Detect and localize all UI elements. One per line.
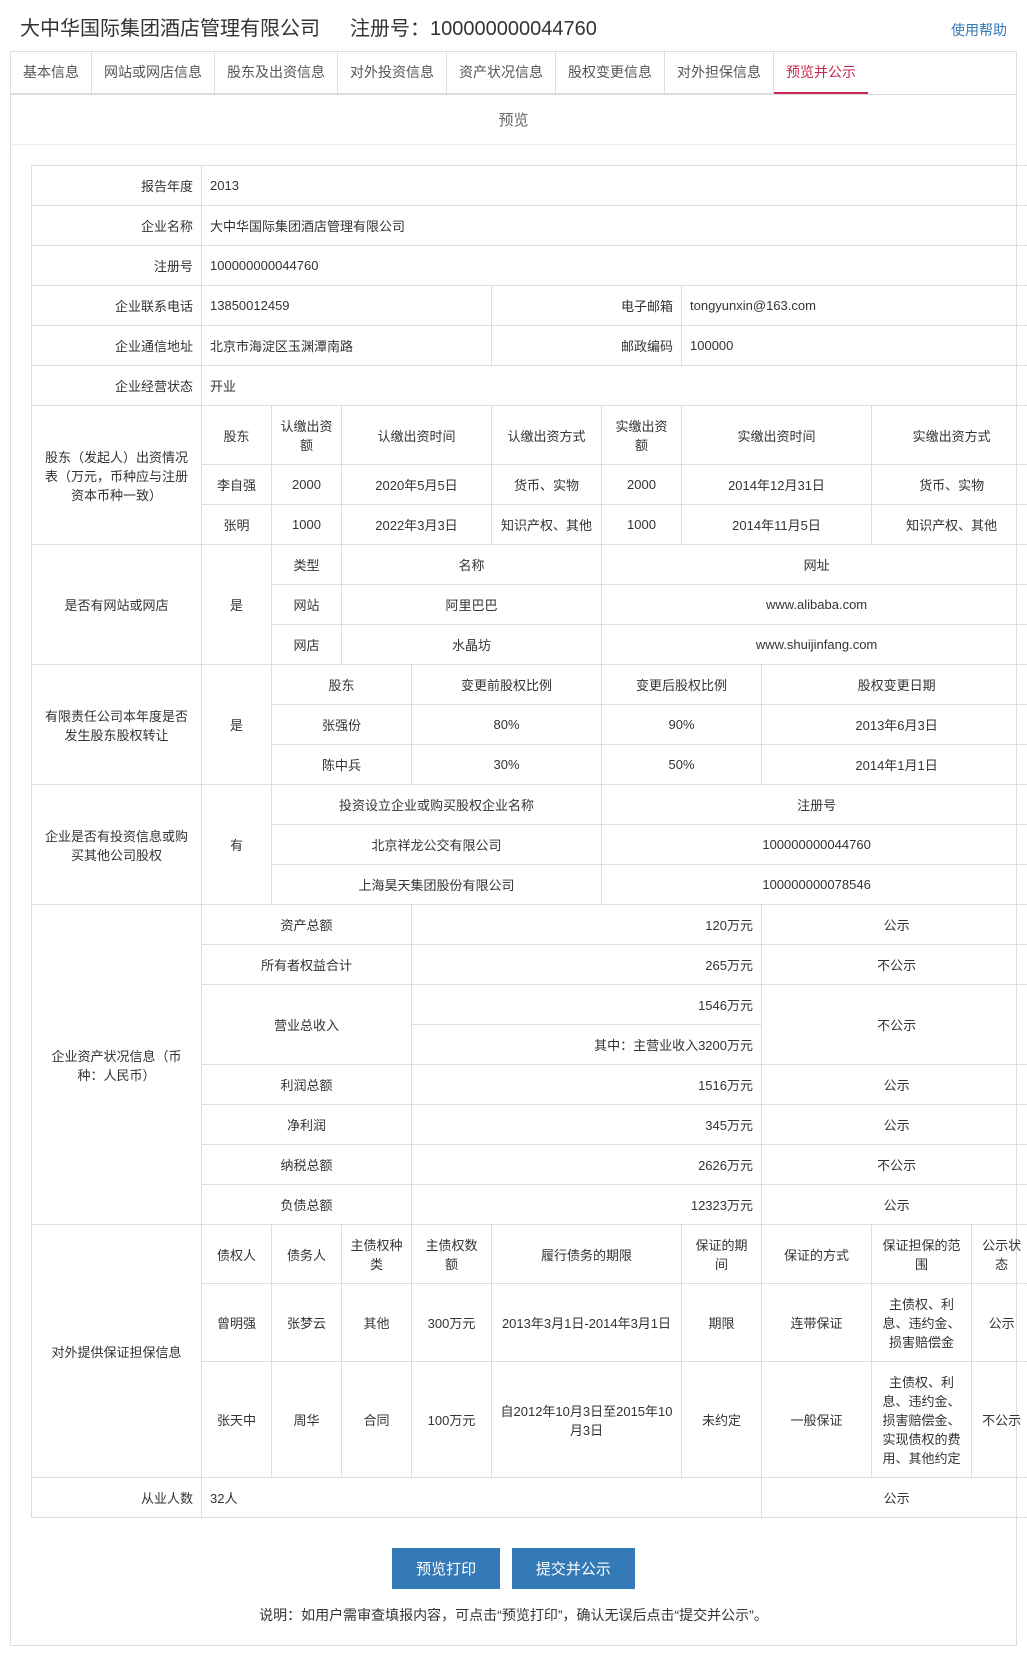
tab-bar: 基本信息网站或网店信息股东及出资信息对外投资信息资产状况信息股权变更信息对外担保… xyxy=(10,51,1017,94)
main-table: 报告年度2013企业名称大中华国际集团酒店管理有限公司注册号1000000000… xyxy=(31,165,1027,1518)
section-title: 预览 xyxy=(11,95,1016,145)
tab-6[interactable]: 对外担保信息 xyxy=(665,52,774,94)
tab-4[interactable]: 资产状况信息 xyxy=(447,52,556,94)
tab-5[interactable]: 股权变更信息 xyxy=(556,52,665,94)
tab-0[interactable]: 基本信息 xyxy=(11,52,92,94)
help-link[interactable]: 使用帮助 xyxy=(951,20,1007,40)
tab-1[interactable]: 网站或网店信息 xyxy=(92,52,215,94)
content-box: 预览 报告年度2013企业名称大中华国际集团酒店管理有限公司注册号1000000… xyxy=(10,94,1017,1646)
company-name: 大中华国际集团酒店管理有限公司 xyxy=(20,12,320,41)
submit-button[interactable]: 提交并公示 xyxy=(512,1548,635,1589)
tab-2[interactable]: 股东及出资信息 xyxy=(215,52,338,94)
tab-3[interactable]: 对外投资信息 xyxy=(338,52,447,94)
reg-no: 注册号：100000000044760 xyxy=(350,12,951,41)
print-button[interactable]: 预览打印 xyxy=(392,1548,500,1589)
page-header: 大中华国际集团酒店管理有限公司 注册号：100000000044760 使用帮助 xyxy=(0,0,1027,51)
tab-7[interactable]: 预览并公示 xyxy=(774,52,868,94)
footer-note: 说明：如用户需审查填报内容，可点击“预览打印”，确认无误后点击“提交并公示”。 xyxy=(11,1605,1016,1625)
action-buttons: 预览打印 提交并公示 xyxy=(11,1548,1016,1589)
